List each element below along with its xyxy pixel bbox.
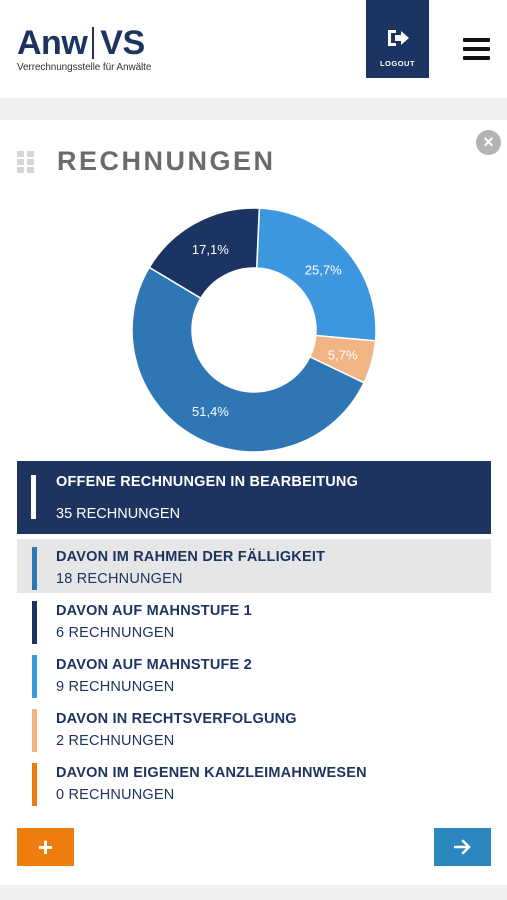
logo-subtitle: Verrechnungsstelle für Anwälte (17, 62, 152, 73)
list-item-title: DAVON AUF MAHNSTUFE 1 (56, 603, 252, 619)
list-item-count: 2 RECHNUNGEN (56, 733, 175, 749)
logo-wordmark: Anw VS (17, 26, 151, 60)
card-title: RECHNUNGEN (57, 146, 276, 176)
add-button[interactable]: + (17, 828, 74, 866)
logo-text-left: Anw (17, 24, 88, 62)
list-item-kanzleimahnwesen[interactable]: DAVON IM EIGENEN KANZLEIMAHNWESEN 0 RECH… (17, 755, 491, 809)
list-item-mahnstufe-2[interactable]: DAVON AUF MAHNSTUFE 2 9 RECHNUNGEN (17, 647, 491, 701)
list-item-title: DAVON IM RAHMEN DER FÄLLIGKEIT (56, 549, 326, 565)
list-item-count: 9 RECHNUNGEN (56, 679, 175, 695)
summary-title: OFFENE RECHNUNGEN IN BEARBEITUNG (56, 474, 359, 490)
list-item-rechtsverfolgung[interactable]: DAVON IN RECHTSVERFOLGUNG 2 RECHNUNGEN (17, 701, 491, 755)
summary-open-invoices[interactable]: OFFENE RECHNUNGEN IN BEARBEITUNG 35 RECH… (17, 461, 491, 534)
next-button[interactable] (434, 828, 491, 866)
color-indicator (32, 709, 37, 752)
donut-slice[interactable] (131, 266, 365, 453)
donut-slice[interactable] (255, 207, 377, 342)
logout-button[interactable]: LOGOUT (366, 0, 429, 78)
arrow-right-icon (454, 839, 471, 855)
close-icon[interactable]: × (476, 130, 501, 155)
color-indicator (32, 655, 37, 698)
list-item-title: DAVON AUF MAHNSTUFE 2 (56, 657, 252, 673)
list-item-count: 18 RECHNUNGEN (56, 571, 183, 587)
invoice-status-list: OFFENE RECHNUNGEN IN BEARBEITUNG 35 RECH… (17, 461, 491, 809)
logo-text-right: VS (100, 24, 145, 62)
donut-slice-label: 17,1% (192, 242, 229, 257)
invoices-donut-chart: 25,7% 5,7% 51,4% 17,1% (131, 207, 377, 453)
color-indicator (32, 763, 37, 806)
logo-divider (92, 27, 95, 59)
color-indicator (32, 547, 37, 590)
donut-slice-label: 25,7% (305, 262, 342, 277)
list-item-mahnstufe-1[interactable]: DAVON AUF MAHNSTUFE 1 6 RECHNUNGEN (17, 593, 491, 647)
logout-icon (388, 30, 409, 46)
donut-slice-label: 5,7% (328, 347, 358, 362)
summary-indicator-bar (31, 475, 36, 519)
summary-count: 35 RECHNUNGEN (56, 506, 181, 522)
logout-label: LOGOUT (379, 59, 416, 68)
list-item-count: 6 RECHNUNGEN (56, 625, 175, 641)
color-indicator (32, 601, 37, 644)
donut-slice-label: 51,4% (192, 404, 229, 419)
list-item-count: 0 RECHNUNGEN (56, 787, 175, 803)
list-item-title: DAVON IN RECHTSVERFOLGUNG (56, 711, 297, 727)
hamburger-menu-icon[interactable] (463, 38, 490, 62)
donut-slice[interactable] (148, 207, 261, 300)
list-item-title: DAVON IM EIGENEN KANZLEIMAHNWESEN (56, 765, 367, 781)
app-header: Anw VS Verrechnungsstelle für Anwälte LO… (0, 0, 507, 98)
anwvs-logo[interactable]: Anw VS Verrechnungsstelle für Anwälte (17, 26, 151, 73)
drag-handle-icon[interactable] (17, 151, 35, 174)
list-item-faelligkeit[interactable]: DAVON IM RAHMEN DER FÄLLIGKEIT 18 RECHNU… (17, 539, 491, 593)
